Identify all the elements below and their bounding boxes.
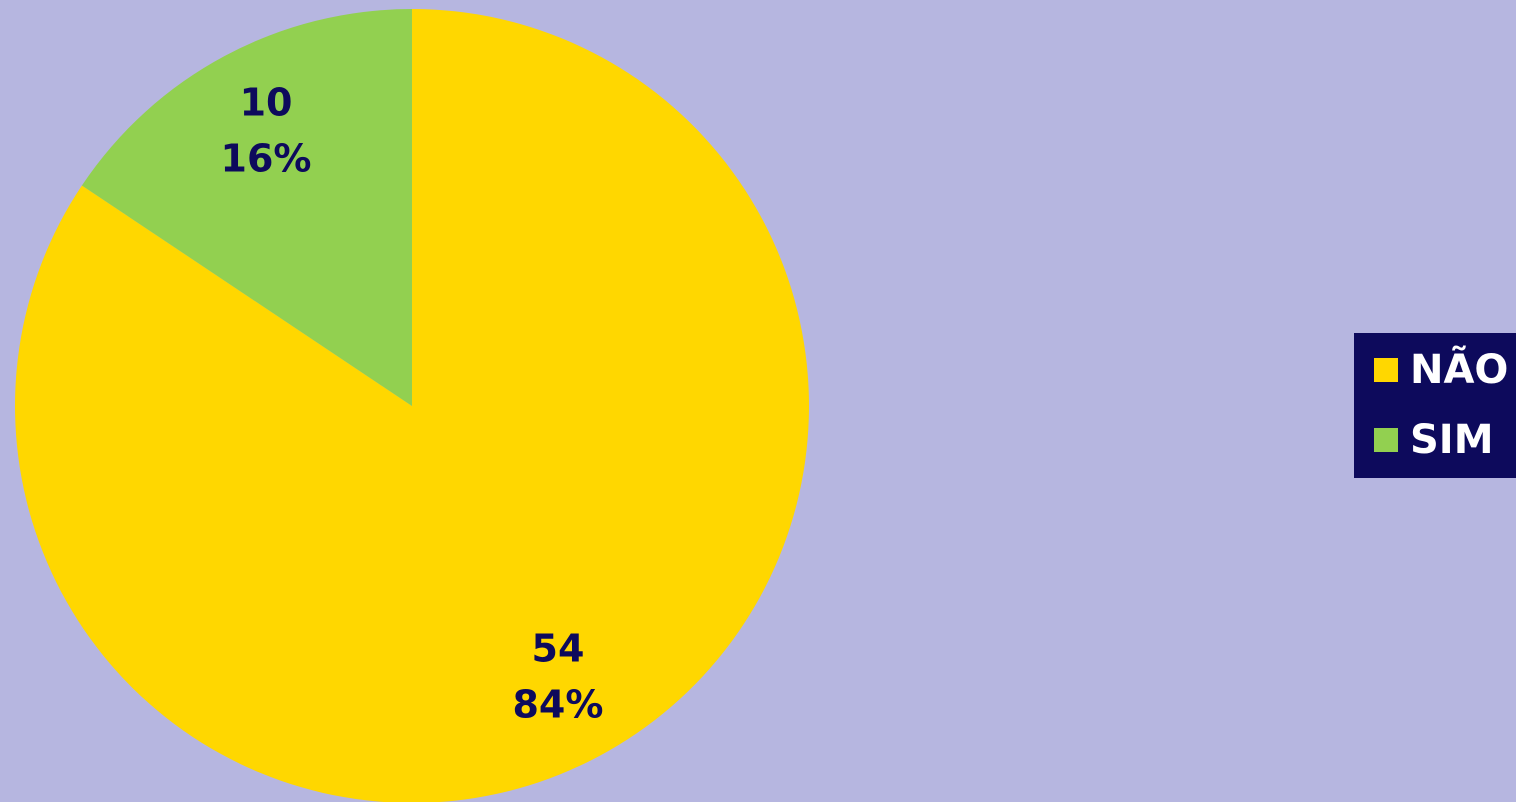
legend-label: NÃO [1410,344,1508,393]
value-label: 10 [240,80,293,124]
value-label: 54 [532,627,585,671]
legend-swatch [1374,428,1398,452]
legend-box [1354,333,1516,478]
percent-label: 84% [512,683,603,727]
percent-label: 16% [221,136,312,180]
pie-slice [15,9,809,802]
pie-slice [81,9,413,406]
legend-label: SIM [1410,417,1494,463]
legend-swatch [1374,358,1398,382]
